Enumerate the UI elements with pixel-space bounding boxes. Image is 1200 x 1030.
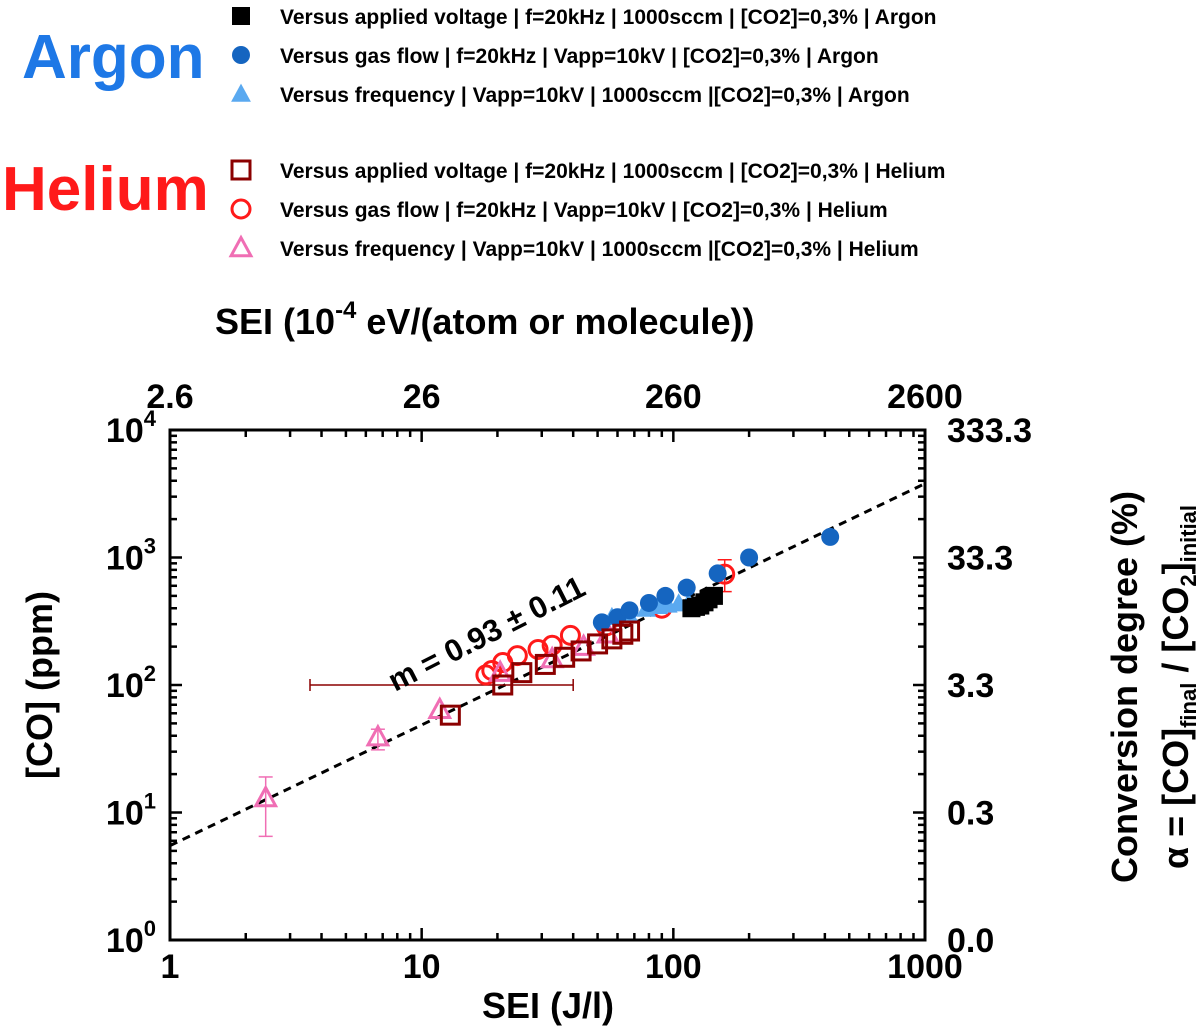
data-point-filled-circle [639, 593, 658, 612]
data-point-open-square [554, 646, 576, 668]
right-tick-label: 33.3 [947, 540, 1013, 578]
x-tick-label: 1000 [887, 948, 963, 986]
legend-label-0: Versus applied voltage | f=20kHz | 1000s… [280, 6, 937, 29]
data-point-filled-circle [708, 564, 727, 583]
legend-marker-0 [232, 7, 250, 25]
right-tick-label: 0.0 [947, 922, 994, 960]
legend-label-1: Versus gas flow | f=20kHz | Vapp=10kV | … [280, 45, 879, 68]
fit-line [169, 482, 926, 847]
data-point-open-square [439, 704, 461, 726]
data-point-filled-circle [677, 578, 696, 597]
legend-label-4: Versus gas flow | f=20kHz | Vapp=10kV | … [280, 199, 888, 222]
axis-ticks: 1 10 100 1000 2.6 26 260 2600 100 101 102 103 104 0.0… [106, 378, 1032, 986]
x-tick-label: 10 [403, 948, 441, 986]
data-point-open-triangle [487, 659, 513, 682]
x-axis-title: SEI (J/l) [482, 985, 614, 1026]
data-points [253, 527, 840, 808]
data-point-open-square [570, 640, 592, 662]
data-point-open-square [612, 623, 634, 645]
y-tick-label: 102 [106, 661, 156, 705]
top-tick-label: 2.6 [146, 378, 193, 416]
legend: Versus applied voltage | f=20kHz | 1000s… [228, 6, 945, 261]
legend-marker-3 [230, 159, 252, 181]
y-tick-label: 104 [106, 406, 157, 450]
legend-marker-5 [228, 234, 254, 258]
y-tick-label: 101 [106, 789, 156, 833]
right-tick-label: 333.3 [947, 412, 1032, 450]
data-point-open-square [492, 674, 514, 696]
legend-label-5: Versus frequency | Vapp=10kV | 1000sccm … [280, 238, 919, 261]
legend-label-2: Versus frequency | Vapp=10kV | 1000sccm … [280, 84, 910, 107]
data-point-filled-circle [740, 548, 759, 567]
data-point-filled-circle [821, 527, 840, 546]
data-point-open-circle [559, 624, 581, 646]
x-tick-label: 100 [645, 948, 702, 986]
data-point-open-square [619, 620, 641, 642]
top-tick-label: 260 [645, 378, 702, 416]
top-tick-label: 26 [403, 378, 441, 416]
data-point-open-square [587, 633, 609, 655]
right-axis-title: Conversion degree (%) [1104, 491, 1145, 883]
right-axis-subtitle: α = [CO]final / [CO2]initial [1155, 505, 1200, 869]
data-point-open-triangle [365, 723, 391, 747]
top-tick-label: 2600 [887, 378, 963, 416]
y-axis-title: [CO] (ppm) [19, 591, 60, 779]
data-point-open-triangle [427, 696, 453, 719]
y-tick-label: 103 [106, 534, 156, 578]
data-point-open-triangle [253, 784, 279, 808]
data-point-filled-circle [656, 586, 675, 605]
data-point-filled-square [704, 586, 723, 605]
legend-marker-4 [230, 198, 252, 220]
data-point-open-circle [527, 638, 549, 660]
argon-label: Argon [22, 23, 205, 92]
right-tick-label: 3.3 [947, 667, 994, 705]
legend-marker-1 [232, 46, 250, 64]
data-point-filled-circle [620, 601, 639, 620]
right-tick-label: 0.3 [947, 795, 994, 833]
y-tick-label: 100 [106, 916, 156, 960]
data-point-open-square [511, 662, 533, 684]
legend-marker-2 [231, 83, 251, 102]
x-tick-label: 1 [161, 948, 180, 986]
legend-label-3: Versus applied voltage | f=20kHz | 1000s… [280, 160, 945, 183]
data-point-filled-circle [592, 613, 611, 632]
top-axis-title: SEI (10-4 eV/(atom or molecule)) [215, 297, 754, 342]
data-point-open-circle [506, 645, 528, 667]
helium-label: Helium [2, 155, 209, 224]
fit-group [169, 482, 926, 847]
